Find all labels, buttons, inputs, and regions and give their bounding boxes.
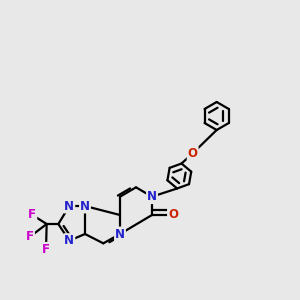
Text: N: N <box>80 200 90 212</box>
Text: O: O <box>168 208 178 221</box>
Text: F: F <box>42 243 50 256</box>
Text: N: N <box>115 227 125 241</box>
Text: N: N <box>64 200 74 212</box>
Text: N: N <box>147 190 157 203</box>
Text: F: F <box>28 208 36 221</box>
Text: F: F <box>26 230 34 243</box>
Text: N: N <box>64 234 74 247</box>
Text: O: O <box>188 147 198 160</box>
